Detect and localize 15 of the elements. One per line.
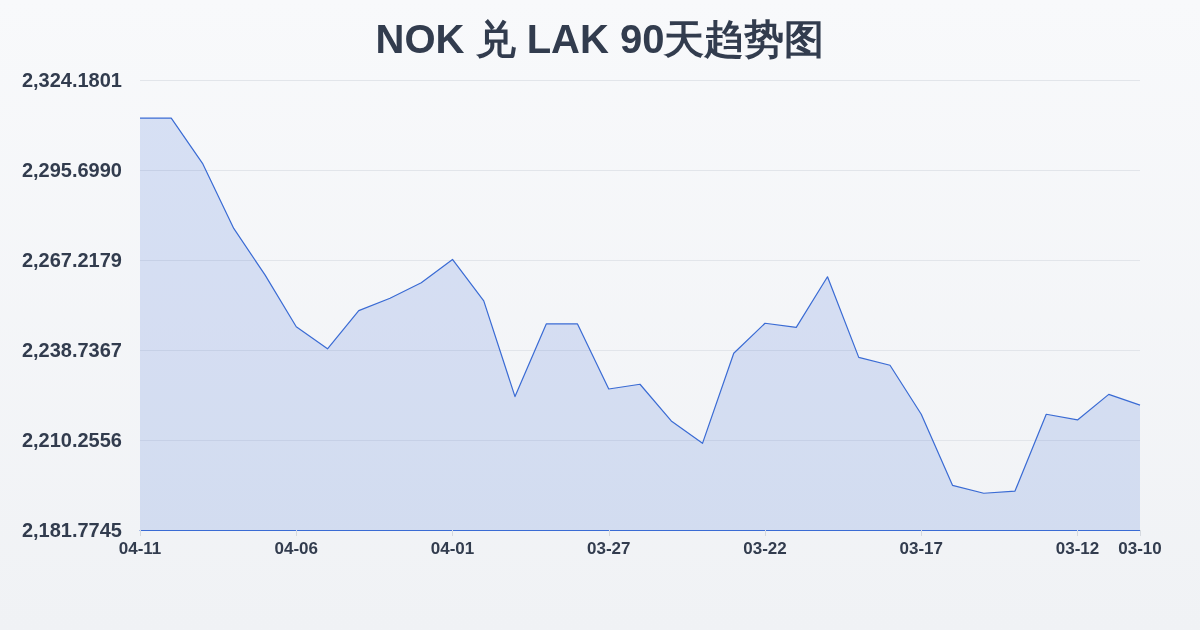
y-tick-label: 2,324.1801 (21, 69, 122, 91)
y-tick-label: 2,295.6990 (21, 159, 122, 181)
y-tick-label: 2,238.7367 (21, 339, 122, 361)
y-tick-label: 2,181.7745 (21, 519, 122, 541)
y-tick-label: 2,210.2556 (21, 429, 122, 451)
x-tick-label: 03-27 (587, 539, 631, 558)
chart-title: NOK 兑 LAK 90天趋势图 (375, 17, 825, 61)
x-tick-label: 04-01 (430, 539, 475, 558)
x-tick-label: 04-11 (118, 539, 162, 558)
x-tick-label: 04-06 (274, 539, 318, 558)
y-tick-label: 2,267.2179 (21, 249, 122, 271)
x-tick-label: 03-10 (1118, 539, 1162, 558)
x-tick-label: 03-12 (1055, 539, 1100, 558)
x-tick-label: 03-22 (743, 539, 787, 558)
x-tick-label: 03-17 (899, 539, 943, 558)
